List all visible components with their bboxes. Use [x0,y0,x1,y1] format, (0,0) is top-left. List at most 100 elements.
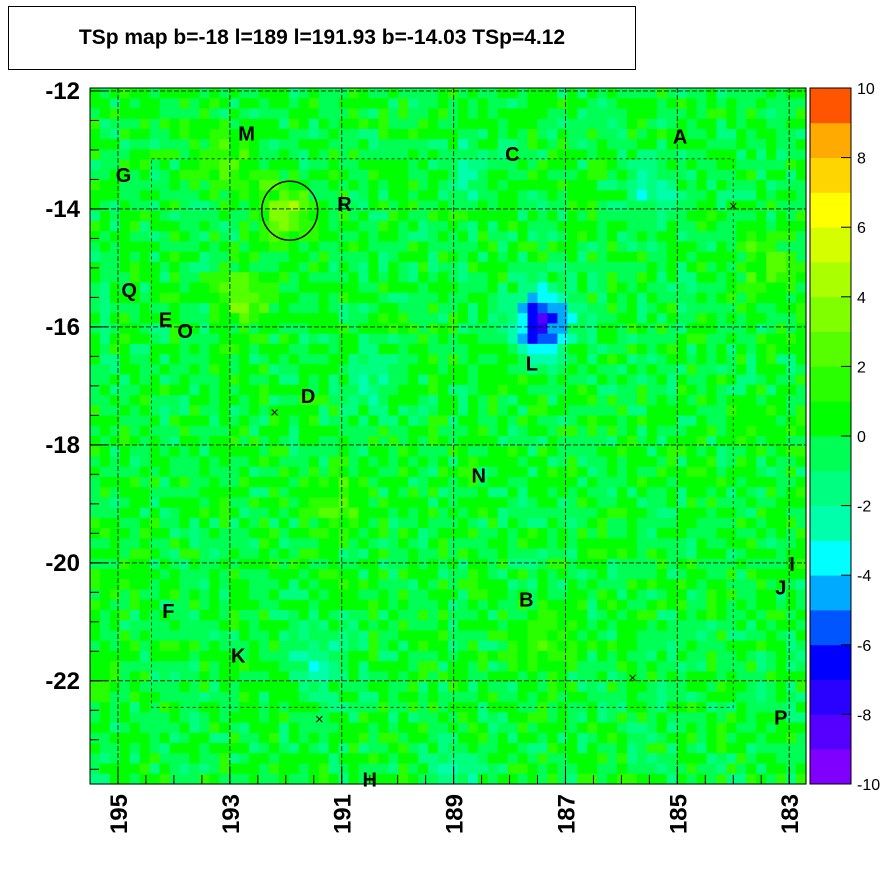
heatmap-cell [398,732,409,744]
heatmap-cell [269,333,280,345]
heatmap-cell [278,323,290,335]
heatmap-cell [318,599,330,611]
heatmap-cell [308,343,320,355]
heatmap-cell [139,231,151,243]
heatmap-cell [597,282,608,294]
heatmap-cell [239,384,250,396]
heatmap-cell [557,640,568,652]
heatmap-cell [716,139,728,151]
heatmap-cell [388,732,399,744]
heatmap-cell [249,415,260,427]
heatmap-cell [547,190,558,202]
heatmap-cell [99,691,111,703]
heatmap-cell [199,190,210,202]
heatmap-cell [676,395,688,406]
heatmap-cell [278,517,290,529]
heatmap-cell [209,333,220,345]
heatmap-cell [368,292,379,304]
heatmap-cell [418,487,429,499]
heatmap-cell [318,610,330,621]
heatmap-cell [229,251,240,263]
heatmap-cell [129,313,141,325]
heatmap-cell [597,149,608,161]
heatmap-cell [686,231,698,243]
heatmap-cell [696,579,708,591]
heatmap-cell [617,272,628,284]
heatmap-cell [328,661,340,673]
heatmap-cell [179,364,191,376]
heatmap-cell [109,415,121,427]
heatmap-cell [557,528,568,539]
heatmap-cell [378,702,389,713]
heatmap-cell [467,313,479,325]
heatmap-cell [477,466,489,478]
heatmap-cell [537,374,549,386]
heatmap-cell [99,98,111,110]
heatmap-cell [487,231,499,243]
heatmap-cell [318,456,330,468]
heatmap-cell [527,650,539,662]
heatmap-cell [696,231,708,243]
heatmap-cell [119,159,131,171]
heatmap-cell [617,323,628,335]
heatmap-cell [646,610,658,621]
heatmap-cell [368,446,379,458]
heatmap-cell [746,456,757,468]
heatmap-cell [627,732,638,744]
heatmap-cell [796,282,807,294]
heatmap-cell [328,262,340,273]
heatmap-cell [796,681,807,693]
heatmap-cell [259,650,270,662]
heatmap-cell [796,456,807,468]
heatmap-cell [577,272,588,284]
heatmap-cell [696,753,708,765]
heatmap-cell [597,241,608,253]
heatmap-cell [736,169,747,181]
heatmap-cell [696,241,708,253]
heatmap-cell [617,528,628,539]
heatmap-cell [358,88,370,99]
heatmap-cell [577,395,588,406]
heatmap-cell [338,620,350,632]
heatmap-cell [298,364,310,376]
heatmap-cell [666,753,678,765]
heatmap-cell [398,384,409,396]
heatmap-cell [547,221,558,232]
heatmap-cell [189,528,200,539]
heatmap-cell [109,200,121,212]
heatmap-cell [477,88,489,99]
heatmap-cell [696,405,708,417]
heatmap-cell [269,476,280,488]
heatmap-cell [776,702,787,713]
heatmap-cell [338,98,350,110]
heatmap-cell [149,405,161,417]
heatmap-cell [786,732,797,744]
heatmap-cell [209,384,220,396]
heatmap-cell [607,98,618,110]
heatmap-cell [90,497,101,509]
heatmap-cell [348,98,360,110]
heatmap-cell [298,415,310,427]
heatmap-cell [388,763,399,775]
heatmap-cell [159,149,171,161]
heatmap-cell [497,610,509,621]
heatmap-cell [736,773,747,785]
heatmap-cell [786,743,797,754]
heatmap-cell [497,128,509,140]
heatmap-cell [547,98,558,110]
heatmap-cell [418,364,429,376]
heatmap-cell [796,732,807,744]
heatmap-cell [487,548,499,560]
heatmap-cell [308,128,320,140]
source-marker [315,715,323,723]
heatmap-cell [567,241,578,253]
heatmap-cell [99,282,111,294]
heatmap-cell [487,466,499,478]
heatmap-cell [567,466,578,478]
heatmap-cell [278,466,290,478]
heatmap-cell [358,149,370,161]
heatmap-cell [199,497,210,509]
heatmap-cell [109,487,121,499]
heatmap-cell [438,210,449,222]
heatmap-cell [696,640,708,652]
